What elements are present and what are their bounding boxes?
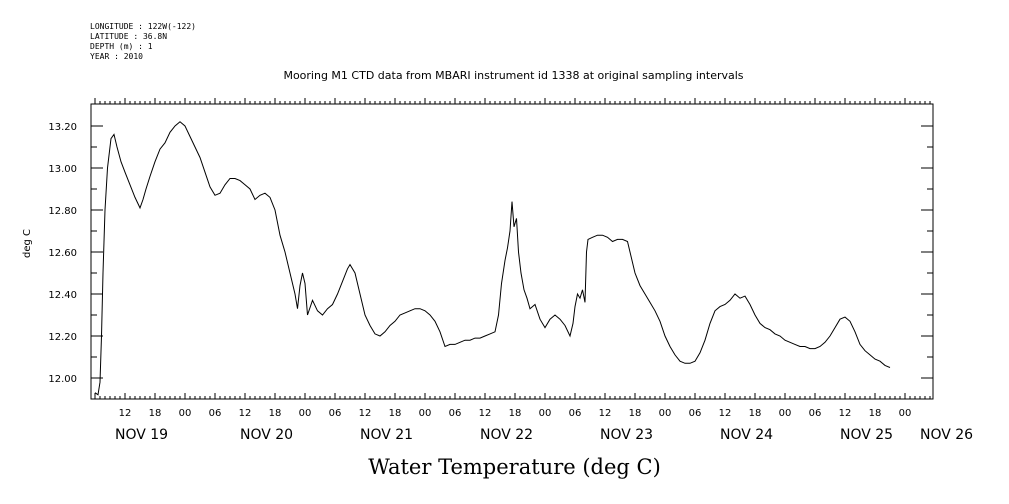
- x-day-label: NOV 20: [240, 427, 293, 443]
- y-tick-label: 13.00: [48, 164, 77, 175]
- x-day-label: NOV 26: [920, 427, 973, 443]
- y-tick-label: 13.20: [48, 122, 77, 133]
- x-hour-label: 06: [329, 408, 342, 419]
- year-text: YEAR : 2010: [90, 52, 143, 61]
- x-hour-label: 12: [119, 408, 132, 419]
- x-hour-label: 12: [359, 408, 372, 419]
- x-hour-label: 18: [509, 408, 522, 419]
- plot-frame: [90, 103, 934, 400]
- x-day-label: NOV 24: [720, 427, 773, 443]
- x-hour-label: 06: [809, 408, 822, 419]
- x-day-label: NOV 19: [115, 427, 168, 443]
- x-hour-label: 00: [179, 408, 192, 419]
- station-metadata: LONGITUDE : 122W(-122) LATITUDE : 36.8N …: [90, 22, 196, 62]
- x-hour-label: 06: [209, 408, 222, 419]
- longitude-text: LONGITUDE : 122W(-122): [90, 22, 196, 31]
- x-hour-label: 00: [419, 408, 432, 419]
- x-hour-label: 06: [449, 408, 462, 419]
- x-day-label: NOV 22: [480, 427, 533, 443]
- y-tick-label: 12.20: [48, 332, 77, 343]
- series-line: [94, 121, 891, 396]
- chart-title: Mooring M1 CTD data from MBARI instrumen…: [283, 69, 744, 82]
- latitude-text: LATITUDE : 36.8N: [90, 32, 168, 41]
- depth-text: DEPTH (m) : 1: [90, 42, 153, 51]
- x-day-label: NOV 23: [600, 427, 653, 443]
- x-hour-label: 00: [659, 408, 672, 419]
- x-day-label: NOV 21: [360, 427, 413, 443]
- x-day-label: NOV 25: [840, 427, 893, 443]
- x-hour-label: 12: [479, 408, 492, 419]
- x-hour-label: 18: [149, 408, 162, 419]
- axis-ticks: [91, 98, 933, 399]
- x-hour-label: 06: [569, 408, 582, 419]
- x-hour-label: 00: [779, 408, 792, 419]
- y-tick-label: 12.60: [48, 248, 77, 259]
- x-hour-label: 12: [599, 408, 612, 419]
- y-tick-label: 12.80: [48, 206, 77, 217]
- x-hour-label: 00: [299, 408, 312, 419]
- x-axis-title: Water Temperature (deg C): [368, 455, 661, 479]
- x-hour-label: 00: [539, 408, 552, 419]
- x-hour-label: 18: [269, 408, 282, 419]
- x-hour-label: 18: [749, 408, 762, 419]
- x-hour-label: 18: [629, 408, 642, 419]
- x-hour-label: 12: [719, 408, 732, 419]
- y-tick-label: 12.40: [48, 290, 77, 301]
- x-hour-label: 18: [869, 408, 882, 419]
- x-hour-label: 06: [689, 408, 702, 419]
- x-hour-label: 00: [899, 408, 912, 419]
- x-hour-label: 12: [239, 408, 252, 419]
- x-hour-label: 12: [839, 408, 852, 419]
- x-hour-label: 18: [389, 408, 402, 419]
- axis-labels: 12.00 12.20 12.40 12.60 12.80 13.00 13.20 12 18 0…: [48, 122, 973, 443]
- y-tick-label: 12.00: [48, 374, 77, 385]
